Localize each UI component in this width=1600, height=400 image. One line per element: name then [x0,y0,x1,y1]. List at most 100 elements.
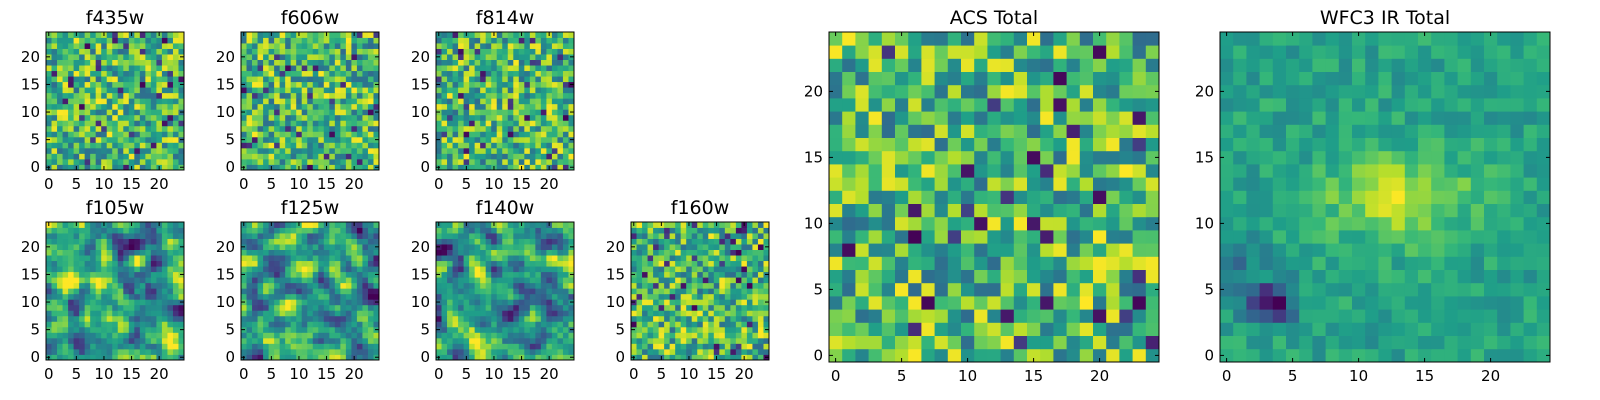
heatmap-cell [134,164,141,171]
heatmap-cell [881,190,896,204]
heatmap-cell [1027,243,1041,257]
heatmap-cell [301,65,308,72]
heatmap-cell [95,222,102,228]
heatmap-cell [84,109,91,116]
heatmap-cell [296,120,303,127]
heatmap-cell [653,249,659,256]
heatmap-cell [101,260,108,267]
heatmap-cell [345,142,352,149]
heatmap-cell [746,266,753,273]
heatmap-cell [529,244,536,250]
heatmap-cell [128,87,135,94]
heatmap-cell [79,354,86,361]
heatmap-cell [463,288,470,295]
heatmap-cell [301,136,308,143]
heatmap-cell [117,76,124,83]
heatmap-cell [117,288,124,295]
heatmap-cell [290,48,297,55]
heatmap-cell [106,271,113,278]
heatmap-cell [90,282,97,289]
heatmap-cell [908,256,922,270]
heatmap-cell [329,260,336,267]
heatmap-cell [741,260,748,267]
heatmap-cell [518,282,525,289]
heatmap-cell [161,125,168,132]
heatmap-cell [735,343,742,350]
heatmap-cell [178,288,185,295]
heatmap-cell [79,114,86,121]
heatmap-cell [172,249,179,256]
heatmap-cell [480,315,487,322]
heatmap-cell [318,76,325,83]
heatmap-cell [373,266,380,273]
heatmap-cell [708,299,715,306]
heatmap-cell [562,282,569,289]
heatmap-cell [535,332,542,339]
heatmap-cell [345,244,352,250]
heatmap-cell [68,227,74,234]
heatmap-cell [90,70,97,77]
heatmap-cell [502,332,509,339]
heatmap-cell [518,233,525,239]
heatmap-cell [257,271,264,278]
heatmap-cell [351,103,358,110]
heatmap-cell [274,81,281,88]
heatmap-cell [719,332,726,339]
heatmap-cell [57,277,63,284]
heatmap-cell [145,332,152,339]
heatmap-cell [1013,230,1028,244]
heatmap-cell [323,332,330,339]
heatmap-cell [172,98,179,105]
heatmap-cell [318,92,325,99]
heatmap-cell [351,271,358,278]
heatmap-cell [691,260,698,267]
heatmap-cell [172,87,179,94]
heatmap-cell [51,131,58,138]
heatmap-cell [974,322,988,336]
heatmap-cell [1027,203,1041,218]
heatmap-cell [691,304,698,311]
heatmap-cell [290,164,297,171]
heatmap-cell [491,337,498,344]
heatmap-cell [161,54,168,60]
heatmap-cell [178,158,185,165]
heatmap-cell [252,125,258,132]
heatmap-cell [296,293,303,300]
heatmap-cell [713,227,720,234]
heatmap-cell [318,109,325,116]
heatmap-cell [106,65,113,72]
heatmap-cell [307,260,314,267]
heatmap-cell [562,43,569,49]
heatmap-cell [112,103,119,110]
heatmap-cell [145,266,152,273]
heatmap-cell [279,326,286,333]
heatmap-cell [156,153,163,160]
heatmap-cell [73,147,80,154]
heatmap-cell [1027,282,1041,297]
heatmap-cell [436,158,442,165]
heatmap-cell [57,227,63,234]
heatmap-cell [1000,269,1015,284]
heatmap-cell [301,87,308,94]
heatmap-cell [452,277,459,284]
heatmap-cell [68,337,74,344]
heatmap-cell [279,103,286,110]
heatmap-cell [474,288,481,295]
heatmap-cell [150,164,157,171]
heatmap-cell [480,227,487,234]
heatmap-cell [279,92,286,99]
heatmap-cell [62,332,69,339]
heatmap-cell [128,48,135,55]
heatmap-cell [312,222,319,228]
heatmap-cell [73,293,80,300]
heatmap-cell [62,288,69,295]
heatmap-cell [496,59,503,66]
x-tick-label: 10 [94,175,113,193]
heatmap-cell [664,249,671,256]
heatmap-cell [62,260,69,267]
heatmap-cell [1000,335,1015,350]
heatmap-cell [680,249,687,256]
heatmap-cell [263,348,269,355]
heatmap-cell [268,37,275,44]
heatmap-cell [881,322,896,336]
